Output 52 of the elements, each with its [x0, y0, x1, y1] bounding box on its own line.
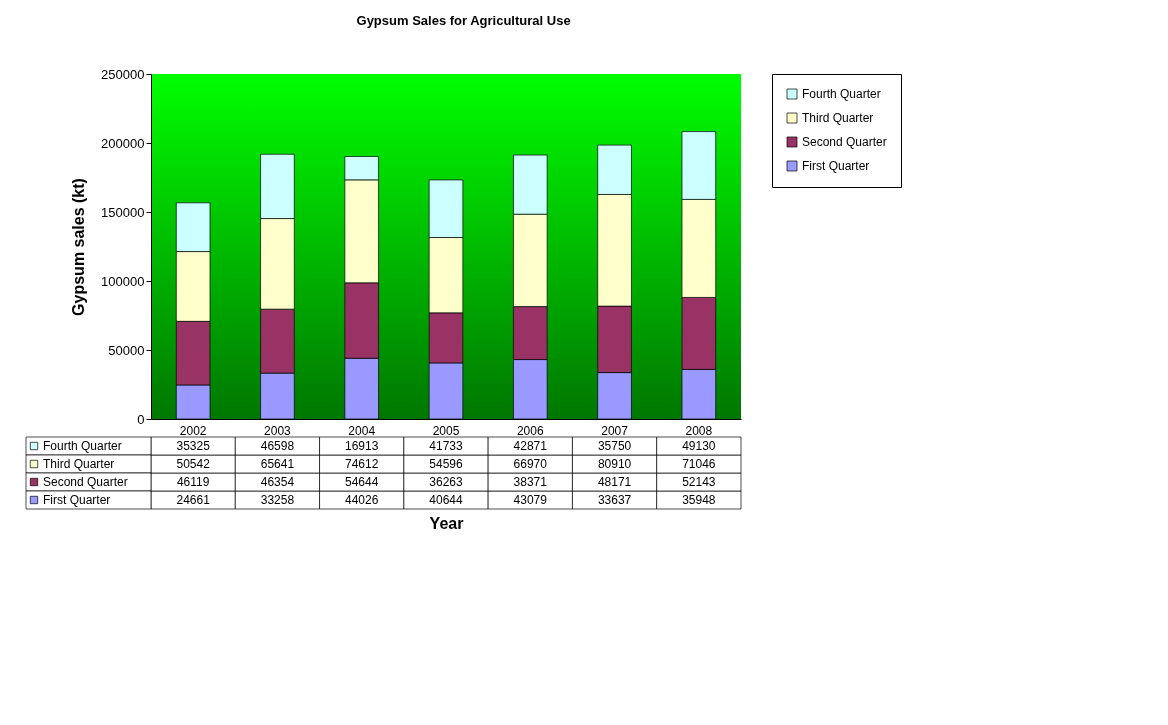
x-tick-label: 2004	[348, 423, 376, 438]
data-label: 38371	[513, 475, 548, 489]
data-label: 24661	[176, 493, 211, 507]
data-label: 46598	[260, 439, 295, 453]
y-tick-label: 100000	[101, 273, 145, 289]
data-label: 80910	[597, 457, 632, 471]
x-tick-label: 2008	[685, 423, 713, 438]
data-label: 44026	[345, 493, 379, 507]
y-tick-label: 200000	[101, 135, 145, 151]
data-label: 65641	[260, 457, 295, 471]
y-tick-label: 250000	[101, 66, 145, 82]
x-tick-label: 2006	[516, 423, 544, 438]
data-label: 33258	[260, 493, 295, 507]
text: Third Quarter	[43, 457, 115, 471]
data-label: 35750	[597, 439, 632, 453]
y-tick-label: 50000	[108, 342, 145, 358]
data-label: 46119	[176, 475, 210, 489]
data-label: 35948	[682, 493, 716, 507]
data-label: 54596	[429, 457, 464, 471]
data-label: 66970	[513, 457, 548, 471]
data-label: 35325	[176, 439, 211, 453]
data-label: 46354	[260, 475, 295, 489]
y-axis-title: Gypsum sales (kt)	[70, 178, 88, 316]
y-tick-label: 150000	[101, 204, 145, 220]
text: Second Quarter	[802, 135, 887, 149]
text: Fourth Quarter	[43, 439, 122, 453]
data-label: 50542	[176, 457, 211, 471]
x-tick-label: 2003	[264, 423, 292, 438]
legend-label: Fourth Quarter	[802, 87, 881, 101]
text: First Quarter	[802, 159, 870, 173]
data-label: 54644	[345, 475, 379, 489]
x-tick-label: 2007	[601, 423, 629, 438]
data-label: 52143	[682, 475, 716, 489]
data-label: 71046	[682, 457, 716, 471]
x-axis-title: Year	[429, 514, 464, 532]
data-label: 41733	[429, 439, 464, 453]
data-label: 43079	[513, 493, 548, 507]
data-label: 42871	[513, 439, 548, 453]
x-tick-label: 2005	[432, 423, 460, 438]
legend-label: Second Quarter	[43, 475, 128, 489]
legend-label: First Quarter	[43, 493, 111, 507]
data-label: 48171	[597, 475, 632, 489]
data-label: 33637	[597, 493, 632, 507]
data-label: 16913	[345, 439, 379, 453]
legend-label: Third Quarter	[802, 111, 874, 125]
x-tick-label: 2002	[179, 423, 207, 438]
chart-title: Gypsum Sales for Agricultural Use	[356, 13, 571, 28]
data-label: 49130	[682, 439, 716, 453]
y-tick-label: 0	[137, 411, 145, 427]
data-label: 40644	[429, 493, 464, 507]
data-label: 36263	[429, 475, 464, 489]
data-label: 74612	[345, 457, 379, 471]
